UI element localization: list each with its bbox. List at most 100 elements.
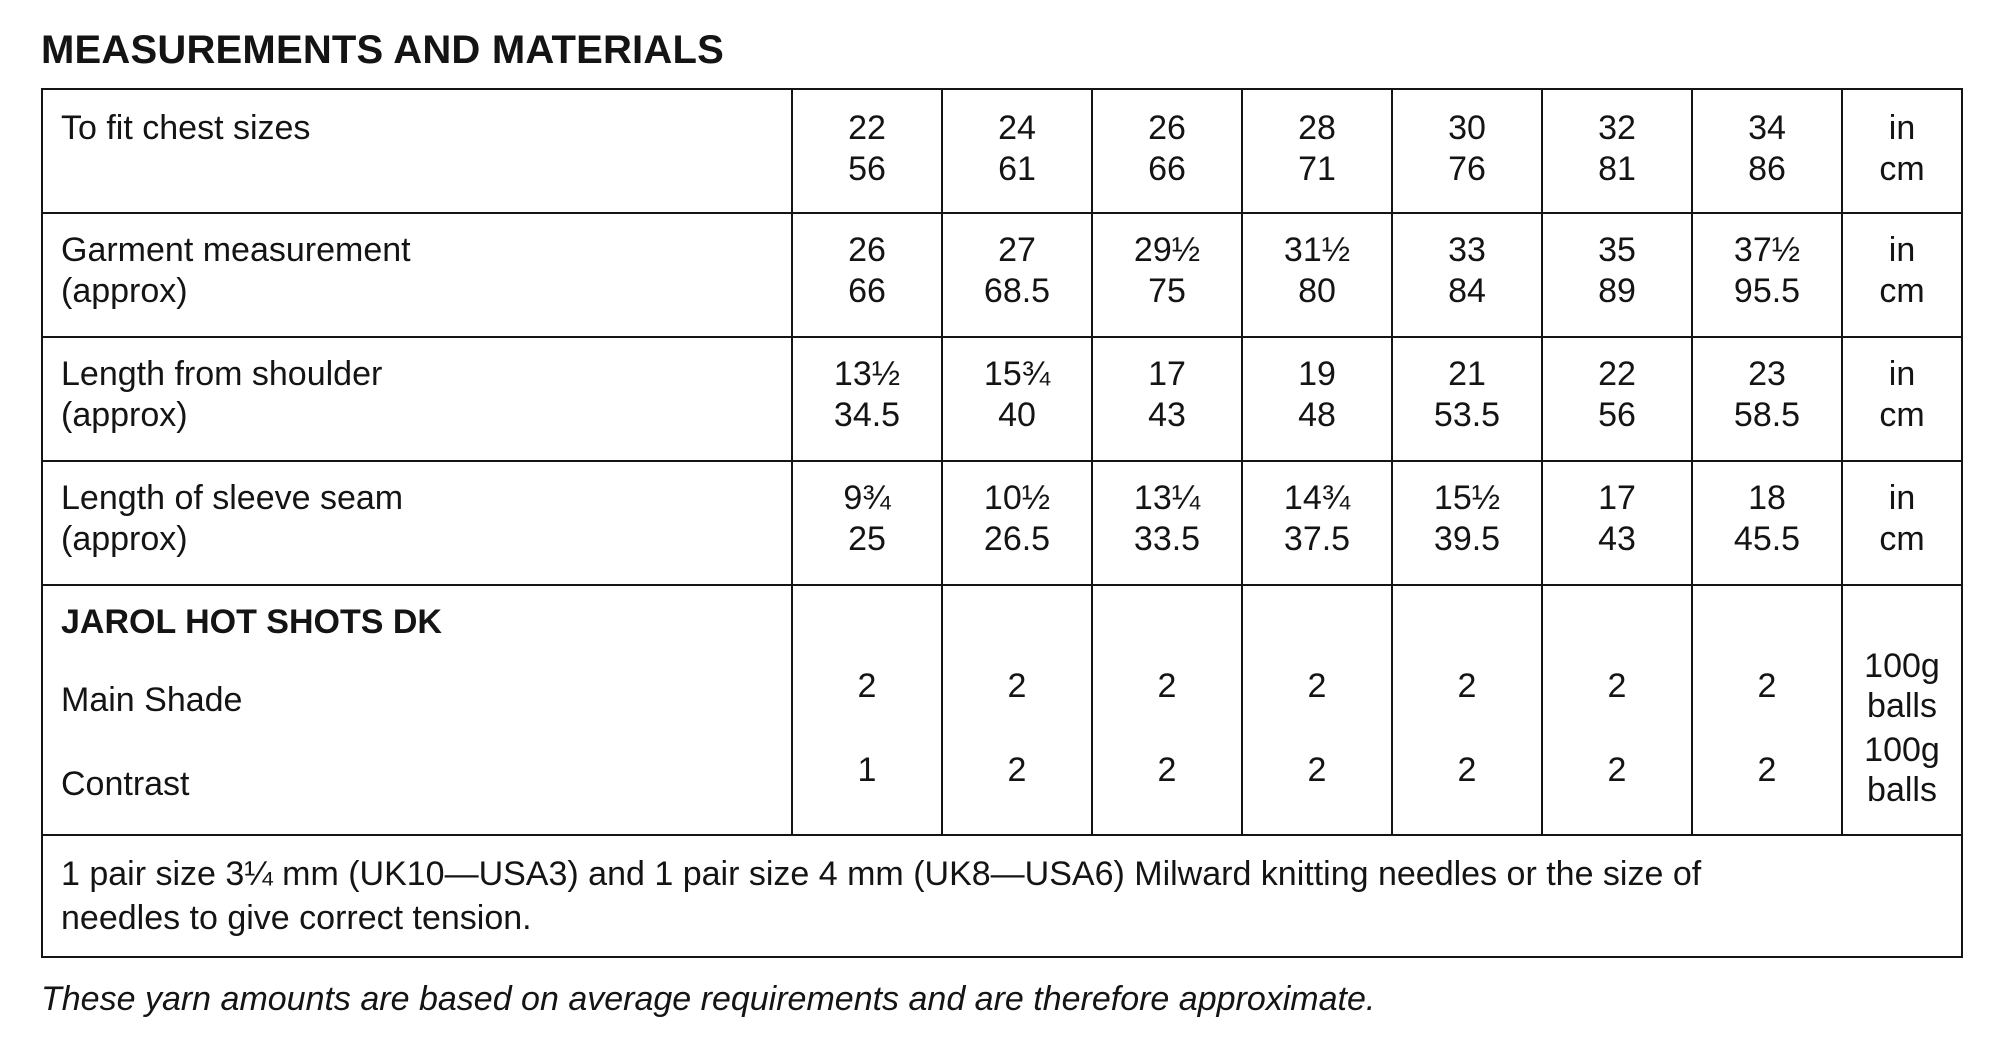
value-cm: 68.5	[983, 272, 1051, 310]
unit-cell: in cm	[1841, 336, 1963, 462]
value-cm: 58.5	[1733, 396, 1801, 434]
value-cm: 71	[1298, 150, 1336, 188]
row-label-line: Garment measurement	[61, 231, 411, 269]
row-label: Length of sleeve seam (approx)	[41, 460, 793, 586]
value-in: 22	[1598, 355, 1636, 393]
value-in: 15¾	[983, 355, 1051, 393]
value-in: 10½	[983, 479, 1051, 517]
value-in: 37½	[1733, 231, 1801, 269]
size-cell: 21 53.5	[1391, 336, 1543, 462]
unit-cm: cm	[1879, 272, 1925, 310]
yarn-cell: 2 1	[791, 584, 943, 836]
garment-measurement-row: Garment measurement (approx) 26 66 27 68.5 29½…	[41, 212, 1963, 338]
value-in: 9¾	[843, 479, 891, 517]
value-cm: 37.5	[1283, 520, 1351, 558]
size-cell: 15½ 39.5	[1391, 460, 1543, 586]
unit-in: in	[1888, 479, 1916, 517]
contrast-value: 2	[1007, 751, 1027, 789]
contrast-value: 2	[1457, 751, 1477, 789]
value-in: 17	[1598, 479, 1636, 517]
unit-cm: cm	[1879, 396, 1925, 434]
size-cell: 27 68.5	[941, 212, 1093, 338]
value-in: 34	[1748, 109, 1786, 147]
contrast-value: 2	[1757, 751, 1777, 789]
value-cm: 56	[848, 150, 886, 188]
yarn-cell: 2 2	[1091, 584, 1243, 836]
value-cm: 53.5	[1433, 396, 1501, 434]
value-cm: 40	[998, 396, 1036, 434]
value-cm: 66	[848, 272, 886, 310]
size-cell: 37½ 95.5	[1691, 212, 1843, 338]
size-cell: 24 61	[941, 88, 1093, 214]
value-in: 13½	[833, 355, 901, 393]
row-label: Garment measurement (approx)	[41, 212, 793, 338]
contrast-label: Contrast	[61, 765, 190, 803]
needles-line-2: needles to give correct tension.	[61, 899, 532, 937]
unit-in: in	[1888, 231, 1916, 269]
size-cell: 28 71	[1241, 88, 1393, 214]
value-cm: 95.5	[1733, 272, 1801, 310]
value-in: 26	[1148, 109, 1186, 147]
value-cm: 25	[848, 520, 886, 558]
value-cm: 48	[1298, 396, 1336, 434]
main-shade-value: 2	[857, 667, 877, 705]
row-label: To fit chest sizes	[41, 88, 793, 214]
unit-cm: cm	[1879, 150, 1925, 188]
main-shade-unit: 100g balls	[1844, 644, 1960, 728]
unit-weight: 100g	[1864, 731, 1940, 769]
row-label-line: To fit chest sizes	[61, 109, 311, 147]
value-cm: 89	[1598, 272, 1636, 310]
value-in: 15½	[1433, 479, 1501, 517]
yarn-label-cell: JAROL HOT SHOTS DK Main Shade Contrast	[41, 584, 793, 836]
contrast-unit: 100g balls	[1844, 728, 1960, 812]
value-in: 14¾	[1283, 479, 1351, 517]
size-cell: 32 81	[1541, 88, 1693, 214]
value-cm: 34.5	[833, 396, 901, 434]
unit-cell: in cm	[1841, 460, 1963, 586]
value-in: 30	[1448, 109, 1486, 147]
value-cm: 56	[1598, 396, 1636, 434]
value-in: 35	[1598, 231, 1636, 269]
contrast-value: 2	[1607, 751, 1627, 789]
unit-cell: in cm	[1841, 88, 1963, 214]
size-cell: 29½ 75	[1091, 212, 1243, 338]
yarn-unit-cell: 100g balls 100g balls	[1841, 584, 1963, 836]
footnote: These yarn amounts are based on average …	[41, 980, 1376, 1018]
value-cm: 66	[1148, 150, 1186, 188]
value-in: 23	[1748, 355, 1786, 393]
size-cell: 30 76	[1391, 88, 1543, 214]
size-cell: 23 58.5	[1691, 336, 1843, 462]
size-cell: 13¼ 33.5	[1091, 460, 1243, 586]
value-in: 13¼	[1133, 479, 1201, 517]
yarn-cell: 2 2	[1241, 584, 1393, 836]
row-label: Length from shoulder (approx)	[41, 336, 793, 462]
value-in: 17	[1148, 355, 1186, 393]
needles-line-1: 1 pair size 3¼ mm (UK10—USA3) and 1 pair…	[61, 855, 1702, 893]
size-cell: 17 43	[1091, 336, 1243, 462]
row-label-line: (approx)	[61, 396, 188, 434]
unit-in: in	[1888, 109, 1916, 147]
yarn-title: JAROL HOT SHOTS DK	[61, 603, 442, 641]
size-cell: 22 56	[1541, 336, 1693, 462]
length-from-shoulder-row: Length from shoulder (approx) 13½ 34.5 15¾ 40…	[41, 336, 1963, 462]
row-label-line: (approx)	[61, 520, 188, 558]
value-cm: 80	[1298, 272, 1336, 310]
main-shade-value: 2	[1157, 667, 1177, 705]
size-cell: 34 86	[1691, 88, 1843, 214]
size-cell: 26 66	[1091, 88, 1243, 214]
main-shade-value: 2	[1007, 667, 1027, 705]
size-cell: 17 43	[1541, 460, 1693, 586]
value-in: 26	[848, 231, 886, 269]
value-in: 32	[1598, 109, 1636, 147]
needles-row: 1 pair size 3¼ mm (UK10—USA3) and 1 pair…	[41, 834, 1963, 958]
size-cell: 18 45.5	[1691, 460, 1843, 586]
size-cell: 35 89	[1541, 212, 1693, 338]
contrast-value: 2	[1157, 751, 1177, 789]
value-cm: 75	[1148, 272, 1186, 310]
size-cell: 22 56	[791, 88, 943, 214]
main-shade-value: 2	[1307, 667, 1327, 705]
size-cell: 33 84	[1391, 212, 1543, 338]
value-cm: 43	[1598, 520, 1636, 558]
size-cell: 10½ 26.5	[941, 460, 1093, 586]
unit-balls: balls	[1867, 687, 1937, 725]
